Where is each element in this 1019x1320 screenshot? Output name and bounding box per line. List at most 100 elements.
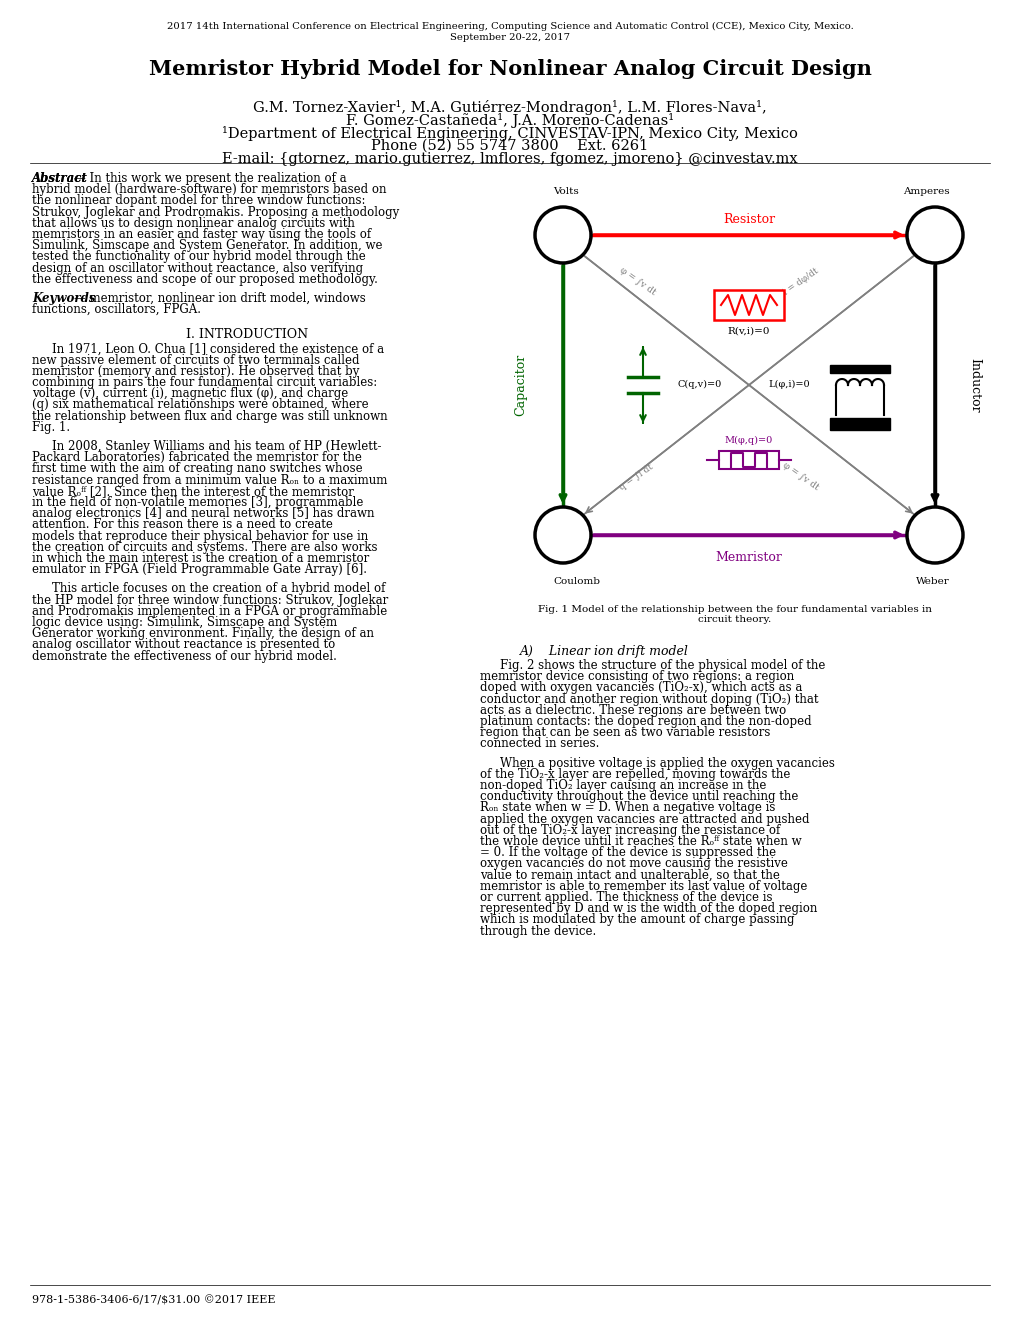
Text: q: q <box>556 527 569 545</box>
Text: I. INTRODUCTION: I. INTRODUCTION <box>185 329 308 342</box>
Text: functions, oscillators, FPGA.: functions, oscillators, FPGA. <box>32 304 201 317</box>
Text: the relationship between flux and charge was still unknown: the relationship between flux and charge… <box>32 409 387 422</box>
Text: E-mail: {gtornez, mario.gutierrez, lmflores, fgomez, jmoreno} @cinvestav.mx: E-mail: {gtornez, mario.gutierrez, lmflo… <box>222 152 797 166</box>
Text: platinum contacts: the doped region and the non-doped: platinum contacts: the doped region and … <box>480 715 811 729</box>
Text: Strukov, Joglekar and Prodromakis. Proposing a methodology: Strukov, Joglekar and Prodromakis. Propo… <box>32 206 398 219</box>
Text: the nonlinear dopant model for three window functions:: the nonlinear dopant model for three win… <box>32 194 365 207</box>
Text: Volts: Volts <box>552 187 578 195</box>
Text: of the TiO₂-x layer are repelled, moving towards the: of the TiO₂-x layer are repelled, moving… <box>480 768 790 781</box>
Text: Inductor: Inductor <box>968 358 980 412</box>
Text: When a positive voltage is applied the oxygen vacancies: When a positive voltage is applied the o… <box>499 756 835 770</box>
Text: that allows us to design nonlinear analog circuits with: that allows us to design nonlinear analo… <box>32 216 355 230</box>
Text: connected in series.: connected in series. <box>480 738 599 750</box>
Text: value to remain intact and unalterable, so that the: value to remain intact and unalterable, … <box>480 869 780 882</box>
Bar <box>829 366 890 374</box>
Text: conductivity throughout the device until reaching the: conductivity throughout the device until… <box>480 791 798 803</box>
Text: hybrid model (hardware-software) for memristors based on: hybrid model (hardware-software) for mem… <box>32 183 386 197</box>
Text: models that reproduce their physical behavior for use in: models that reproduce their physical beh… <box>32 529 368 543</box>
Text: i: i <box>931 227 937 246</box>
Text: combining in pairs the four fundamental circuit variables:: combining in pairs the four fundamental … <box>32 376 377 389</box>
Text: or current applied. The thickness of the device is: or current applied. The thickness of the… <box>480 891 771 904</box>
Text: in which the main interest is the creation of a memristor: in which the main interest is the creati… <box>32 552 369 565</box>
Text: memristors in an easier and faster way using the tools of: memristors in an easier and faster way u… <box>32 228 371 242</box>
Text: φ = ∫v dt: φ = ∫v dt <box>780 461 819 492</box>
Circle shape <box>906 207 962 263</box>
Text: Fig. 2 shows the structure of the physical model of the: Fig. 2 shows the structure of the physic… <box>499 659 824 672</box>
Text: 2017 14th International Conference on Electrical Engineering, Computing Science : 2017 14th International Conference on El… <box>166 22 853 32</box>
Text: Abstract: Abstract <box>32 172 88 185</box>
Text: value Rₒᶠᶠ [2]. Since then the interest of the memristor: value Rₒᶠᶠ [2]. Since then the interest … <box>32 484 354 498</box>
Text: conductor and another region without doping (TiO₂) that: conductor and another region without dop… <box>480 693 817 706</box>
Text: Capacitor: Capacitor <box>514 354 527 416</box>
Text: logic device using: Simulink, Simscape and System: logic device using: Simulink, Simscape a… <box>32 616 337 630</box>
Text: φ = ∫v dt: φ = ∫v dt <box>618 265 656 297</box>
Text: memristor device consisting of two regions: a region: memristor device consisting of two regio… <box>480 671 794 684</box>
Text: represented by D and w is the width of the doped region: represented by D and w is the width of t… <box>480 902 816 915</box>
Text: Amperes: Amperes <box>903 187 949 195</box>
Text: memristor is able to remember its last value of voltage: memristor is able to remember its last v… <box>480 880 807 892</box>
Text: tested the functionality of our hybrid model through the: tested the functionality of our hybrid m… <box>32 251 366 264</box>
Text: A)    Linear ion drift model: A) Linear ion drift model <box>520 645 688 657</box>
Text: — In this work we present the realization of a: — In this work we present the realizatio… <box>73 172 345 185</box>
Text: Memristor: Memristor <box>715 550 782 564</box>
Text: ¹Department of Electrical Engineering, CINVESTAV-IPN, Mexico City, Mexico: ¹Department of Electrical Engineering, C… <box>222 125 797 141</box>
Text: non-doped TiO₂ layer causing an increase in the: non-doped TiO₂ layer causing an increase… <box>480 779 765 792</box>
Text: G.M. Tornez-Xavier¹, M.A. Gutiérrez-Mondragon¹, L.M. Flores-Nava¹,: G.M. Tornez-Xavier¹, M.A. Gutiérrez-Mond… <box>253 100 766 115</box>
Text: the effectiveness and scope of our proposed methodology.: the effectiveness and scope of our propo… <box>32 273 377 286</box>
Circle shape <box>535 207 590 263</box>
Text: This article focuses on the creation of a hybrid model of: This article focuses on the creation of … <box>52 582 385 595</box>
Circle shape <box>906 507 962 564</box>
Text: Generator working environment. Finally, the design of an: Generator working environment. Finally, … <box>32 627 374 640</box>
Text: resistance ranged from a minimum value Rₒₙ to a maximum: resistance ranged from a minimum value R… <box>32 474 387 487</box>
Text: the creation of circuits and systems. There are also works: the creation of circuits and systems. Th… <box>32 541 377 554</box>
Text: L(φ,i)=0: L(φ,i)=0 <box>767 380 809 389</box>
Text: M(φ,q)=0: M(φ,q)=0 <box>725 436 772 445</box>
Text: voltage (v), current (i), magnetic flux (φ), and charge: voltage (v), current (i), magnetic flux … <box>32 387 347 400</box>
Text: = 0. If the voltage of the device is suppressed the: = 0. If the voltage of the device is sup… <box>480 846 775 859</box>
Text: in the field of non-volatile memories [3], programmable: in the field of non-volatile memories [3… <box>32 496 363 510</box>
Text: 978-1-5386-3406-6/17/$31.00 ©2017 IEEE: 978-1-5386-3406-6/17/$31.00 ©2017 IEEE <box>32 1295 275 1305</box>
Text: first time with the aim of creating nano switches whose: first time with the aim of creating nano… <box>32 462 363 475</box>
Text: F. Gomez-Castañeda¹, J.A. Moreno-Cadenas¹: F. Gomez-Castañeda¹, J.A. Moreno-Cadenas… <box>345 114 674 128</box>
Text: v: v <box>557 227 568 246</box>
Text: region that can be seen as two variable resistors: region that can be seen as two variable … <box>480 726 769 739</box>
Text: Packard Laboratories) fabricated the memristor for the: Packard Laboratories) fabricated the mem… <box>32 451 362 465</box>
Text: In 1971, Leon O. Chua [1] considered the existence of a: In 1971, Leon O. Chua [1] considered the… <box>52 342 384 355</box>
Text: through the device.: through the device. <box>480 924 596 937</box>
Text: new passive element of circuits of two terminals called: new passive element of circuits of two t… <box>32 354 359 367</box>
Circle shape <box>535 507 590 564</box>
Text: and Prodromakis implemented in a FPGA or programmable: and Prodromakis implemented in a FPGA or… <box>32 605 387 618</box>
Text: which is modulated by the amount of charge passing: which is modulated by the amount of char… <box>480 913 794 927</box>
Text: September 20-22, 2017: September 20-22, 2017 <box>449 33 570 42</box>
Text: Abstract: Abstract <box>32 172 88 185</box>
Text: Resistor: Resistor <box>722 213 774 226</box>
Text: the whole device until it reaches the Rₒᶠᶠ state when w: the whole device until it reaches the Rₒ… <box>480 836 801 847</box>
Text: doped with oxygen vacancies (TiO₂-x), which acts as a: doped with oxygen vacancies (TiO₂-x), wh… <box>480 681 802 694</box>
Text: Phone (52) 55 5747 3800    Ext. 6261: Phone (52) 55 5747 3800 Ext. 6261 <box>371 139 648 153</box>
FancyBboxPatch shape <box>713 290 784 319</box>
Text: oxygen vacancies do not move causing the resistive: oxygen vacancies do not move causing the… <box>480 858 787 870</box>
Text: Fig. 1 Model of the relationship between the four fundamental variables in
circu: Fig. 1 Model of the relationship between… <box>537 605 931 624</box>
Text: design of an oscillator without reactance, also verifying: design of an oscillator without reactanc… <box>32 261 363 275</box>
Text: Keywords: Keywords <box>32 292 96 305</box>
Text: the HP model for three window functions: Strukov, Joglekar: the HP model for three window functions:… <box>32 594 388 607</box>
Text: demonstrate the effectiveness of our hybrid model.: demonstrate the effectiveness of our hyb… <box>32 649 336 663</box>
Text: Coulomb: Coulomb <box>552 577 599 586</box>
Text: i = dφ/dt: i = dφ/dt <box>781 267 819 297</box>
Text: φ: φ <box>928 527 941 545</box>
Text: Rₒₙ state when w = D. When a negative voltage is: Rₒₙ state when w = D. When a negative vo… <box>480 801 774 814</box>
Text: C(q,v)=0: C(q,v)=0 <box>678 380 721 389</box>
Text: Fig. 1.: Fig. 1. <box>32 421 70 434</box>
Text: applied the oxygen vacancies are attracted and pushed: applied the oxygen vacancies are attract… <box>480 813 809 825</box>
Text: R(v,i)=0: R(v,i)=0 <box>727 327 769 337</box>
Text: attention. For this reason there is a need to create: attention. For this reason there is a ne… <box>32 519 332 532</box>
Text: out of the TiO₂-x layer increasing the resistance of: out of the TiO₂-x layer increasing the r… <box>480 824 780 837</box>
FancyBboxPatch shape <box>718 451 779 469</box>
Text: acts as a dielectric. These regions are between two: acts as a dielectric. These regions are … <box>480 704 786 717</box>
Text: Memristor Hybrid Model for Nonlinear Analog Circuit Design: Memristor Hybrid Model for Nonlinear Ana… <box>149 59 870 79</box>
Text: emulator in FPGA (Field Programmable Gate Array) [6].: emulator in FPGA (Field Programmable Gat… <box>32 564 367 577</box>
Text: Simulink, Simscape and System Generator. In addition, we: Simulink, Simscape and System Generator.… <box>32 239 382 252</box>
Text: analog oscillator without reactance is presented to: analog oscillator without reactance is p… <box>32 639 335 651</box>
Text: q = ∫i dt: q = ∫i dt <box>618 462 654 492</box>
Text: Weber: Weber <box>915 577 949 586</box>
